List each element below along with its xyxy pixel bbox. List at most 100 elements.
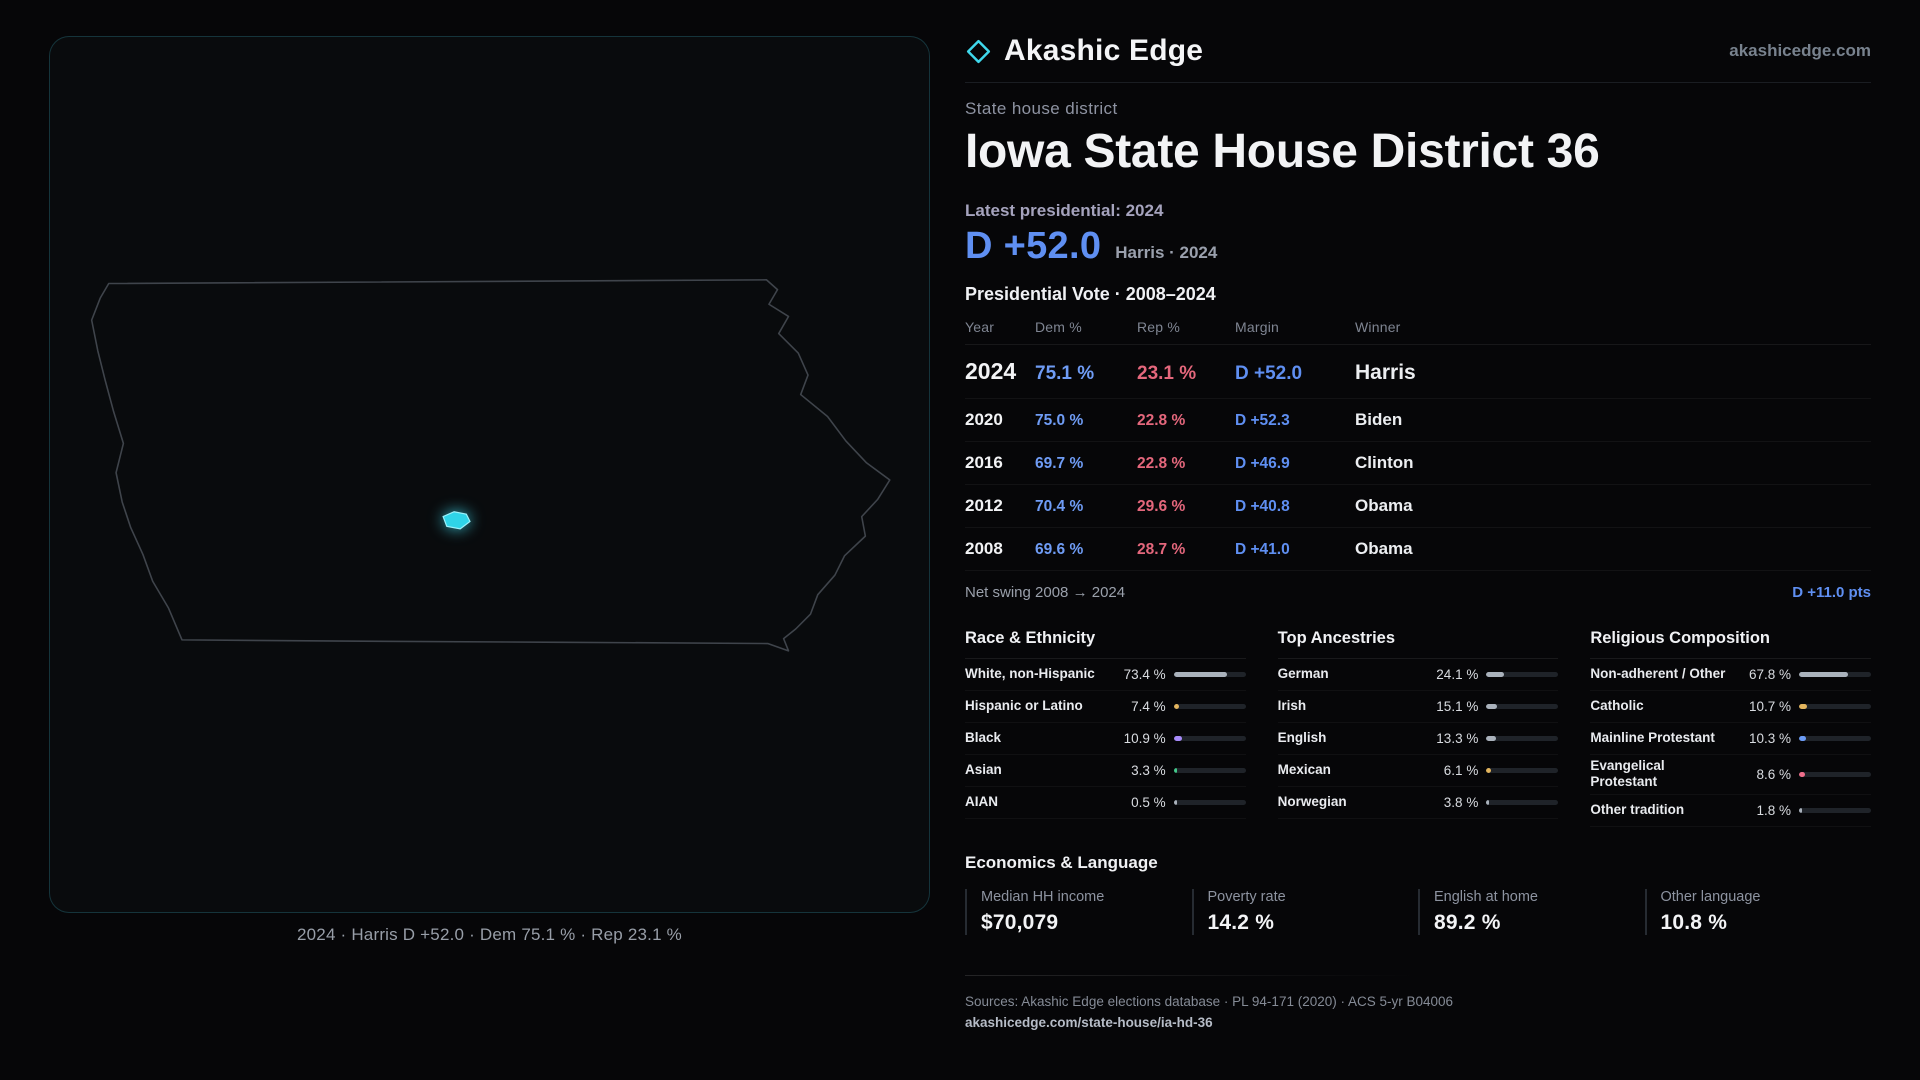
stat-label: English at home	[1434, 889, 1538, 906]
rep-cell: 28.7 %	[1137, 540, 1186, 558]
demo-value: 0.5 %	[1131, 794, 1166, 810]
brand-header: Akashic Edge akashicedge.com	[965, 34, 1871, 83]
winner-cell: Clinton	[1355, 452, 1414, 472]
margin-cell: D +52.0	[1235, 362, 1303, 384]
demo-value: 3.3 %	[1131, 762, 1166, 778]
vote-table-header: Year Dem % Rep % Margin Winner	[965, 319, 1871, 345]
list-item: Mainline Protestant 10.3 %	[1590, 723, 1871, 755]
demo-value: 15.1 %	[1436, 698, 1479, 714]
year-cell: 2024	[965, 357, 1017, 384]
demo-value: 10.3 %	[1748, 730, 1791, 746]
list-item: Black 10.9 %	[965, 723, 1246, 755]
demo-label: German	[1277, 665, 1329, 681]
demo-label: Hispanic or Latino	[965, 697, 1083, 713]
list-item: Irish 15.1 %	[1277, 691, 1559, 723]
margin-cell: D +40.8	[1235, 497, 1290, 515]
demo-value: 7.4 %	[1131, 698, 1166, 714]
demo-label: Asian	[965, 761, 1002, 777]
footer-divider	[965, 975, 1418, 977]
brand-lockup: Akashic Edge	[965, 34, 1203, 68]
winner-cell: Obama	[1355, 538, 1413, 558]
demo-label: Non-adherent / Other	[1590, 665, 1726, 681]
list-item: White, non-Hispanic 73.4 %	[965, 659, 1246, 691]
map-caption: 2024 · Harris D +52.0 · Dem 75.1 % · Rep…	[297, 925, 682, 944]
demo-label: English	[1277, 729, 1327, 745]
stat-label: Other language	[1660, 889, 1761, 906]
brand-domain-link[interactable]: akashicedge.com	[1729, 41, 1871, 60]
net-swing-row: Net swing 2008 → 2024 D +11.0 pts	[965, 571, 1871, 611]
latest-margin-row: D +52.0 Harris · 2024	[965, 225, 1871, 268]
col-winner: Winner	[1355, 318, 1401, 335]
demo-value: 8.6 %	[1756, 766, 1791, 782]
demo-value: 6.1 %	[1443, 762, 1479, 778]
list-item: German 24.1 %	[1277, 659, 1559, 691]
demo-value: 13.3 %	[1436, 730, 1479, 746]
table-row: 2020 75.0 % 22.8 % D +52.3 Biden	[965, 399, 1871, 442]
margin-cell: D +46.9	[1235, 454, 1290, 472]
margin-cell: D +41.0	[1235, 540, 1290, 558]
demo-label: Black	[965, 729, 1002, 745]
year-cell: 2012	[965, 495, 1003, 515]
stat-english-at-home: English at home 89.2 %	[1418, 889, 1645, 936]
demo-label: White, non-Hispanic	[965, 665, 1095, 681]
latest-margin-value: D +52.0	[965, 224, 1102, 267]
demo-value: 73.4 %	[1123, 666, 1166, 682]
stat-other-language: Other language 10.8 %	[1644, 889, 1872, 936]
demo-value: 24.1 %	[1436, 666, 1479, 682]
demo-label: Norwegian	[1277, 793, 1347, 809]
race-ethnicity-column: Race & Ethnicity White, non-Hispanic 73.…	[965, 629, 1246, 828]
dem-cell: 70.4 %	[1035, 497, 1084, 515]
brand-name: Akashic Edge	[1004, 34, 1204, 67]
demo-label: Catholic	[1590, 697, 1644, 713]
economics-stats: Median HH income $70,079 Poverty rate 14…	[965, 889, 1872, 936]
percent-bar	[1486, 799, 1559, 805]
percent-bar	[1173, 703, 1246, 709]
district-map-panel	[49, 36, 930, 913]
year-cell: 2008	[965, 538, 1003, 558]
table-row: 2008 69.6 % 28.7 % D +41.0 Obama	[965, 528, 1871, 571]
table-row: 2016 69.7 % 22.8 % D +46.9 Clinton	[965, 442, 1871, 485]
col-dem: Dem %	[1035, 318, 1082, 335]
demo-value: 1.8 %	[1756, 803, 1791, 819]
vote-table-title: Presidential Vote · 2008–2024	[965, 283, 1216, 304]
net-swing-value: D +11.0 pts	[1792, 583, 1871, 601]
dem-cell: 69.6 %	[1035, 540, 1084, 558]
district-36-shape	[442, 511, 471, 530]
rep-cell: 23.1 %	[1137, 362, 1197, 384]
percent-bar	[1798, 771, 1871, 777]
demo-label: Mexican	[1277, 761, 1331, 777]
percent-bar	[1798, 808, 1871, 814]
table-row: 2024 75.1 % 23.1 % D +52.0 Harris	[965, 345, 1871, 399]
winner-cell: Harris	[1355, 360, 1416, 384]
demo-label: Evangelical Protestant	[1590, 757, 1665, 790]
religion-column: Religious Composition Non-adherent / Oth…	[1590, 629, 1871, 828]
dem-cell: 69.7 %	[1035, 454, 1084, 472]
dem-cell: 75.0 %	[1035, 411, 1084, 429]
stat-poverty-rate: Poverty rate 14.2 %	[1191, 889, 1419, 936]
percent-bar	[1486, 767, 1559, 773]
list-item: Norwegian 3.8 %	[1277, 787, 1559, 819]
margin-cell: D +52.3	[1235, 411, 1290, 429]
demo-label: Irish	[1277, 697, 1307, 713]
list-item: Mexican 6.1 %	[1277, 755, 1559, 787]
list-item: Evangelical Protestant 8.6 %	[1590, 755, 1871, 796]
list-item: Catholic 10.7 %	[1590, 691, 1871, 723]
latest-margin-sub: Harris · 2024	[1115, 242, 1218, 262]
stat-label: Median HH income	[981, 889, 1105, 906]
permalink[interactable]: akashicedge.com/state-house/ia-hd-36	[965, 1015, 1213, 1031]
winner-cell: Obama	[1355, 495, 1413, 515]
percent-bar	[1486, 735, 1559, 741]
demo-value: 10.7 %	[1748, 698, 1791, 714]
demo-label: Other tradition	[1590, 802, 1685, 818]
stat-value: 14.2 %	[1207, 911, 1275, 935]
col-year: Year	[965, 318, 995, 335]
demo-label: Mainline Protestant	[1590, 729, 1715, 745]
demographics-section: Race & Ethnicity White, non-Hispanic 73.…	[965, 629, 1871, 828]
dem-cell: 75.1 %	[1035, 362, 1095, 384]
col-margin: Margin	[1235, 318, 1279, 335]
stat-label: Poverty rate	[1207, 889, 1286, 906]
year-cell: 2016	[965, 452, 1003, 472]
sources-text: Sources: Akashic Edge elections database…	[965, 994, 1454, 1010]
col-rep: Rep %	[1137, 318, 1181, 335]
list-item: Non-adherent / Other 67.8 %	[1590, 659, 1871, 691]
